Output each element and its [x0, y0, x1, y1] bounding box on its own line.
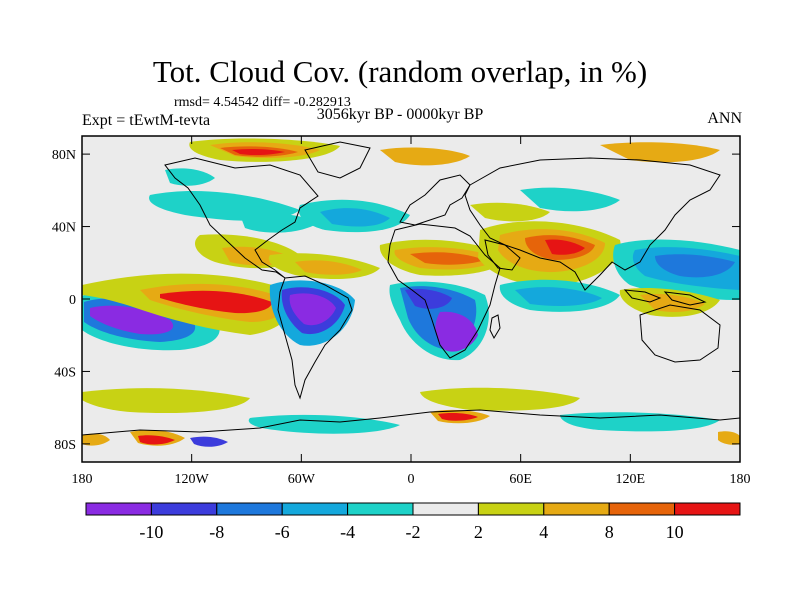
colorbar-swatch: [674, 502, 741, 516]
region-arabia-india-positive: [545, 239, 585, 255]
region-asia-positive: [470, 202, 550, 222]
x-tick-label: 60W: [288, 472, 316, 487]
colorbar-swatch: [477, 502, 545, 516]
region-antarctic: [190, 436, 228, 447]
coastline-australia: [639, 304, 721, 363]
x-tick-label: 180: [72, 472, 93, 487]
experiment-label: Expt = tEwtM-tevta: [82, 112, 211, 129]
region-antarctic: [718, 431, 740, 445]
colorbar-swatch: [347, 502, 414, 516]
colorbar-label: 2: [474, 522, 483, 542]
y-tick-label: 80N: [52, 148, 76, 163]
region-arctic-positive: [600, 142, 720, 163]
colorbar-label: 8: [605, 522, 614, 542]
colorbar-swatch: [412, 502, 479, 516]
region-south-america-negative: [289, 293, 336, 326]
colorbar-label: -10: [139, 522, 163, 542]
region-arctic-positive: [232, 148, 285, 156]
y-tick-label: 40S: [54, 365, 76, 380]
coastline-madagascar: [489, 314, 501, 340]
y-tick-label: 40N: [52, 221, 76, 236]
coastline-south-america: [277, 275, 353, 400]
season-label: ANN: [707, 110, 742, 127]
region-sahel-positive: [410, 252, 485, 265]
region-indian-ocean-negative: [515, 287, 602, 306]
colorbar: -10 -8 -6 -4 -2 2 4 8 10: [85, 502, 741, 542]
x-tick-label: 180: [730, 472, 751, 487]
region-atlantic-negative: [320, 208, 390, 227]
coastline-arabia: [484, 239, 521, 271]
coastline-europe: [399, 174, 471, 226]
colorbar-swatch: [150, 502, 218, 516]
colorbar-swatch: [216, 502, 283, 516]
x-tick-label: 120E: [616, 472, 646, 487]
colorbar-label: 4: [539, 522, 548, 542]
region-southern-ocean-positive: [82, 388, 250, 414]
region-pacific-negative: [90, 305, 174, 335]
region-atlantic-positive: [295, 260, 362, 275]
region-southern-ocean-positive: [420, 387, 580, 411]
x-tick-label: 120W: [175, 472, 210, 487]
region-pacific-positive: [160, 290, 272, 314]
region-north-america-negative: [165, 168, 215, 186]
map-title: Tot. Cloud Cov. (random overlap, in %): [152, 54, 648, 89]
region-west-pacific-negative: [655, 254, 735, 278]
colorbar-swatch: [85, 502, 152, 516]
region-maritime-positive: [640, 294, 705, 312]
region-arctic-positive: [380, 147, 470, 166]
region-southern-ocean-positive: [438, 413, 478, 421]
region-antarctic: [82, 433, 110, 446]
colorbar-swatch: [608, 502, 676, 516]
y-axis: 80N 40N 0 40S 80S: [52, 148, 740, 453]
coastline-indonesia: [623, 289, 707, 306]
region-africa-negative: [435, 311, 478, 352]
colorbar-swatch: [281, 502, 349, 516]
colorbar-label: -8: [209, 522, 224, 542]
coastline-antarctica: [82, 409, 740, 436]
coastline-greenland: [304, 141, 371, 179]
colorbar-label: -2: [406, 522, 421, 542]
y-tick-label: 0: [69, 293, 76, 308]
coastline-asia: [464, 157, 721, 291]
y-tick-label: 80S: [54, 438, 76, 453]
period-label: 3056kyr BP - 0000kyr BP: [316, 106, 484, 123]
coastline-north-america: [164, 157, 319, 279]
stats-readout: rmsd= 4.54542 diff= -0.282913: [174, 95, 351, 110]
x-axis: 180 120W 60W 0 60E 120E 180: [72, 136, 751, 487]
coastlines: [82, 141, 740, 436]
colorbar-label: 10: [666, 522, 684, 542]
colorbar-label: -6: [275, 522, 290, 542]
coastline-africa: [387, 223, 501, 359]
x-tick-label: 0: [408, 472, 415, 487]
x-tick-label: 60E: [509, 472, 532, 487]
region-antarctic: [138, 435, 175, 445]
colorbar-label: -4: [340, 522, 355, 542]
region-atlantic-negative: [240, 212, 320, 233]
colorbar-swatch: [543, 502, 610, 516]
region-asia-negative: [520, 187, 620, 212]
anomaly-field: [82, 138, 740, 447]
